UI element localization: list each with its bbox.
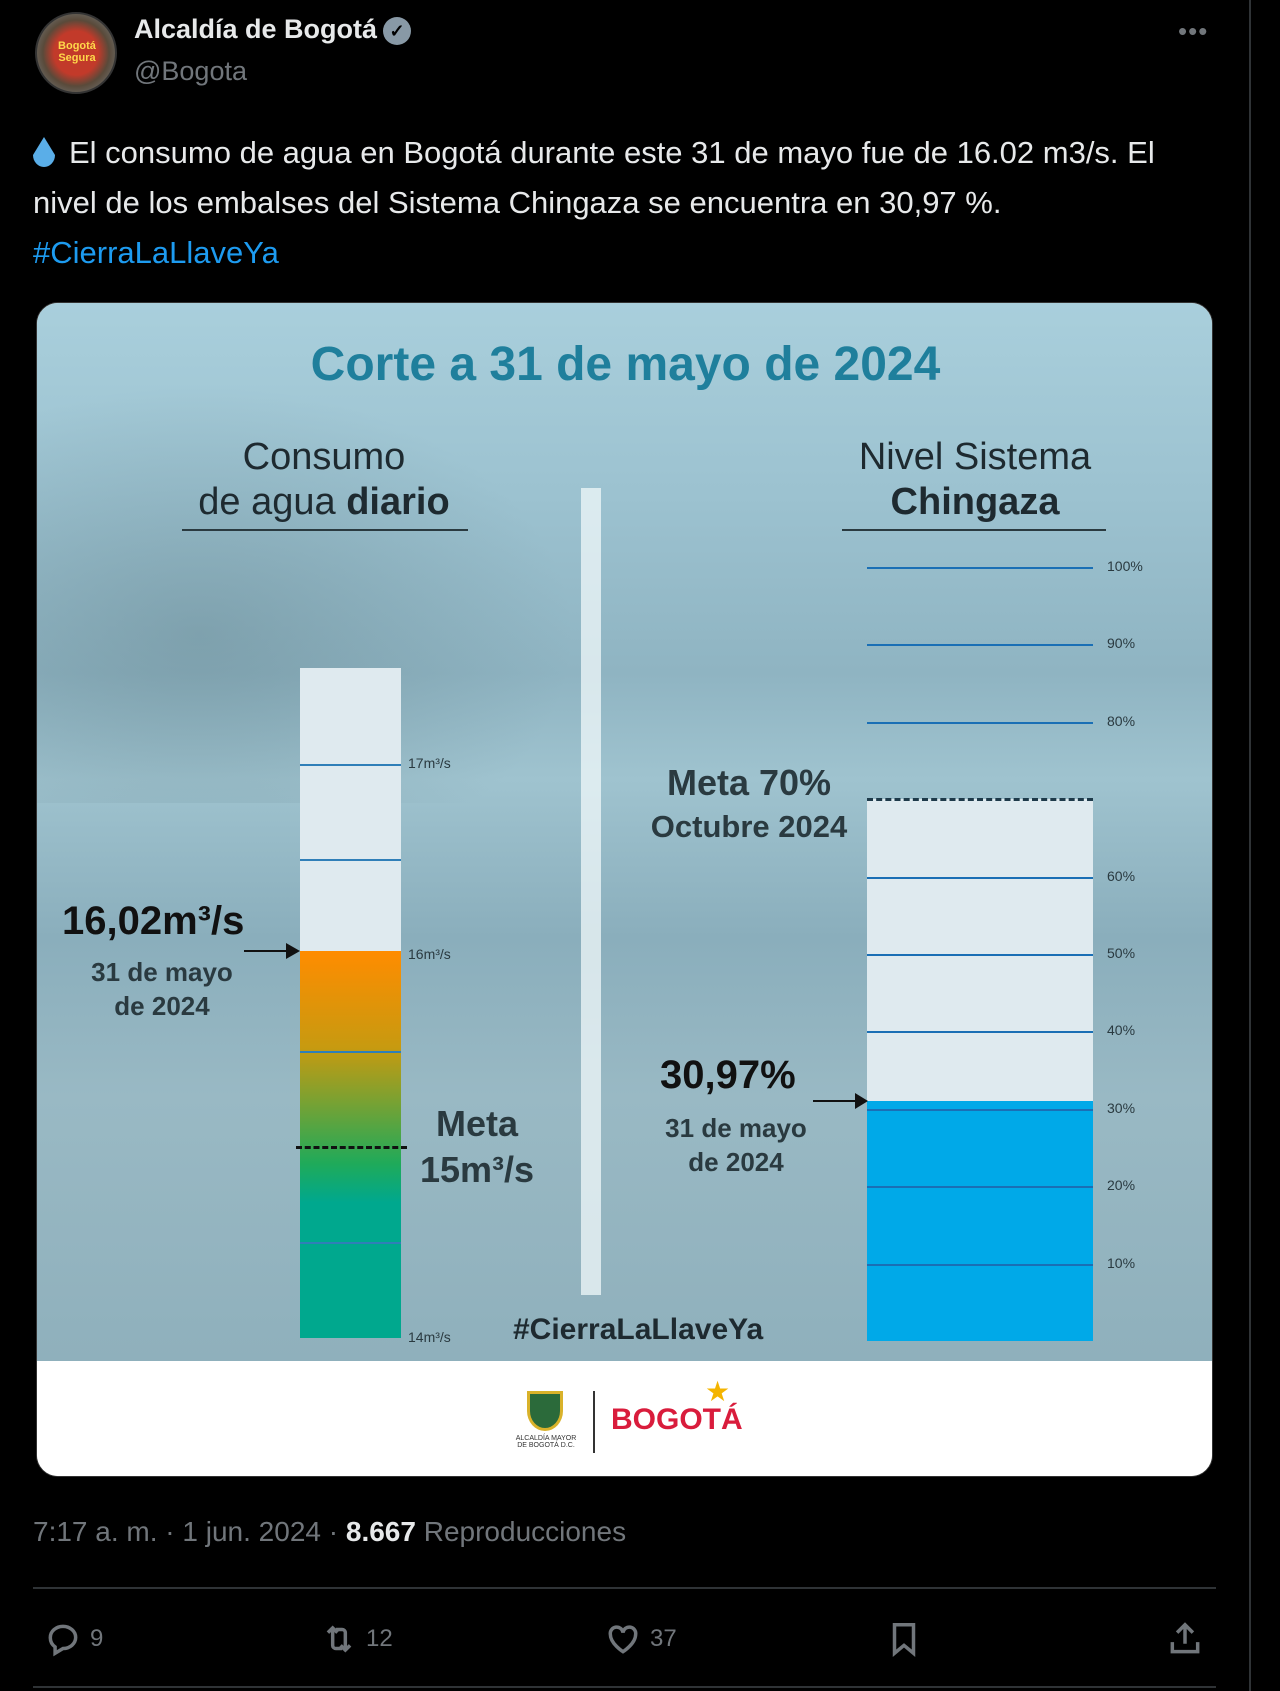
- arrow-line: [813, 1100, 857, 1103]
- gauge-fill: [867, 1101, 1093, 1341]
- tick-label: 60%: [1107, 867, 1136, 884]
- tweet-body: El consumo de agua en Bogotá durante est…: [33, 135, 1155, 220]
- logo-strip: ALCALDÍA MAYOR DE BOGOTÁ D.C. BOGOTÁ ★: [37, 1361, 1212, 1476]
- star-icon: ★: [705, 1376, 731, 1407]
- right-heading-bold: Chingaza: [890, 481, 1060, 523]
- avatar-text: Bogotá Segura: [58, 40, 96, 64]
- infographic-title: Corte a 31 de mayo de 2024: [310, 338, 941, 391]
- gridline: [867, 1031, 1093, 1034]
- reservoir-target: Meta 70% Octubre 2024: [629, 761, 869, 849]
- consumption-date-line2: de 2024: [114, 991, 210, 1021]
- left-heading-underline: [182, 529, 468, 531]
- coat-of-arms-logo: [527, 1391, 563, 1431]
- tweet-text: El consumo de agua en Bogotá durante est…: [33, 128, 1223, 278]
- gridline: [300, 1050, 401, 1053]
- gridline: [867, 954, 1093, 956]
- consumption-target: Meta 15m³/s: [407, 1101, 547, 1193]
- tick-label: 20%: [1107, 1177, 1136, 1194]
- tweet-meta: 7:17 a. m. · 1 jun. 2024 · 8.667 Reprodu…: [33, 1516, 627, 1547]
- left-heading-line2: de agua: [198, 481, 347, 523]
- tick-label: 40%: [1107, 1022, 1136, 1039]
- bogota-logo: BOGOTÁ: [611, 1403, 743, 1436]
- tick-label: 90%: [1107, 635, 1136, 652]
- reservoir-date-line2: de 2024: [688, 1147, 784, 1177]
- center-divider: [581, 488, 601, 1295]
- share-icon: [1170, 1622, 1200, 1654]
- tick-label: 17m³/s: [408, 754, 451, 771]
- bookmark-button[interactable]: [885, 1620, 923, 1658]
- divider: [33, 1686, 1216, 1688]
- droplet-icon: [33, 137, 55, 167]
- arrow-line: [244, 950, 288, 953]
- share-button[interactable]: [1166, 1620, 1204, 1658]
- media-image[interactable]: Corte a 31 de mayo de 2024 Consumo de ag…: [36, 302, 1213, 1477]
- consumption-value-label: 16,02m³/s: [62, 899, 245, 943]
- right-heading: Nivel Sistema Chingaza: [825, 435, 1125, 525]
- consumption-target-line2: 15m³/s: [419, 1149, 535, 1190]
- tick-label: 14m³/s: [408, 1329, 451, 1345]
- like-button[interactable]: 37: [604, 1620, 677, 1658]
- reply-icon: [48, 1624, 78, 1657]
- tick-label: 50%: [1107, 945, 1136, 961]
- left-heading: Consumo de agua diario: [174, 435, 474, 525]
- arrow-head-icon: [855, 1093, 868, 1110]
- gridline: [867, 1263, 1093, 1266]
- tweet-date[interactable]: 1 jun. 2024: [182, 1516, 321, 1547]
- tick-label: 16m³/s: [408, 946, 451, 962]
- alcaldia-logo-text: ALCALDÍA MAYOR DE BOGOTÁ D.C.: [515, 1435, 577, 1449]
- views-label: Reproducciones: [423, 1516, 627, 1547]
- hashtag-link[interactable]: #CierraLaLlaveYa: [33, 235, 279, 270]
- timeline-border: [1249, 0, 1251, 1691]
- gauge-fill: [300, 951, 401, 1338]
- gridline: [867, 1186, 1093, 1189]
- gridline: [300, 1242, 401, 1245]
- logo-separator: [593, 1391, 595, 1453]
- repost-icon: [326, 1625, 352, 1653]
- infographic-hashtag: #CierraLaLlaveYa: [513, 1313, 764, 1346]
- gridline: [867, 876, 1093, 879]
- gridline: [867, 1108, 1093, 1111]
- reply-button[interactable]: 9: [44, 1620, 103, 1658]
- target-dashed-line: [296, 1145, 407, 1149]
- gridline: [867, 567, 1093, 569]
- reservoir-value-label: 30,97%: [660, 1053, 796, 1097]
- verified-badge-icon: ✓: [383, 16, 412, 45]
- left-heading-line1: Consumo: [242, 436, 406, 478]
- tick-label: 30%: [1107, 1099, 1136, 1116]
- reservoir-target-line2: Octubre 2024: [650, 809, 848, 844]
- consumption-target-line1: Meta: [435, 1103, 519, 1144]
- tweet-time[interactable]: 7:17 a. m.: [33, 1516, 158, 1547]
- author-name[interactable]: Alcaldía de Bogotá ✓: [134, 14, 412, 45]
- infographic: Corte a 31 de mayo de 2024 Consumo de ag…: [37, 303, 1212, 1361]
- repost-count: 12: [366, 1625, 393, 1652]
- tick-label: 10%: [1107, 1254, 1136, 1271]
- reservoir-date-line1: 31 de mayo: [665, 1113, 807, 1143]
- divider: [33, 1587, 1216, 1589]
- consumption-date: 31 de mayo de 2024: [77, 955, 247, 1023]
- tick-label: 80%: [1107, 712, 1136, 729]
- gridline: [300, 763, 401, 766]
- repost-button[interactable]: 12: [320, 1620, 393, 1658]
- tick-label: 100%: [1107, 558, 1143, 574]
- arrow-head-icon: [286, 943, 300, 960]
- reservoir-date: 31 de mayo de 2024: [651, 1111, 821, 1179]
- gridline: [867, 721, 1093, 724]
- more-options-icon[interactable]: •••: [1178, 16, 1209, 46]
- author-name-text: Alcaldía de Bogotá: [134, 14, 378, 44]
- heart-icon: [608, 1625, 638, 1654]
- left-heading-bold: diario: [346, 481, 450, 523]
- target-dashed-line: [867, 798, 1093, 802]
- view-count: 8.667: [345, 1516, 416, 1547]
- gridline: [300, 859, 401, 862]
- right-heading-line1: Nivel Sistema: [858, 436, 1092, 478]
- right-heading-underline: [842, 529, 1106, 531]
- reservoir-target-line1: Meta 70%: [666, 762, 832, 803]
- avatar[interactable]: Bogotá Segura: [35, 12, 117, 94]
- reply-count: 9: [90, 1625, 104, 1652]
- author-handle[interactable]: @Bogota: [134, 56, 247, 86]
- consumption-date-line1: 31 de mayo: [91, 957, 233, 987]
- gridline: [867, 644, 1093, 647]
- bookmark-icon: [892, 1623, 916, 1657]
- like-count: 37: [650, 1625, 677, 1652]
